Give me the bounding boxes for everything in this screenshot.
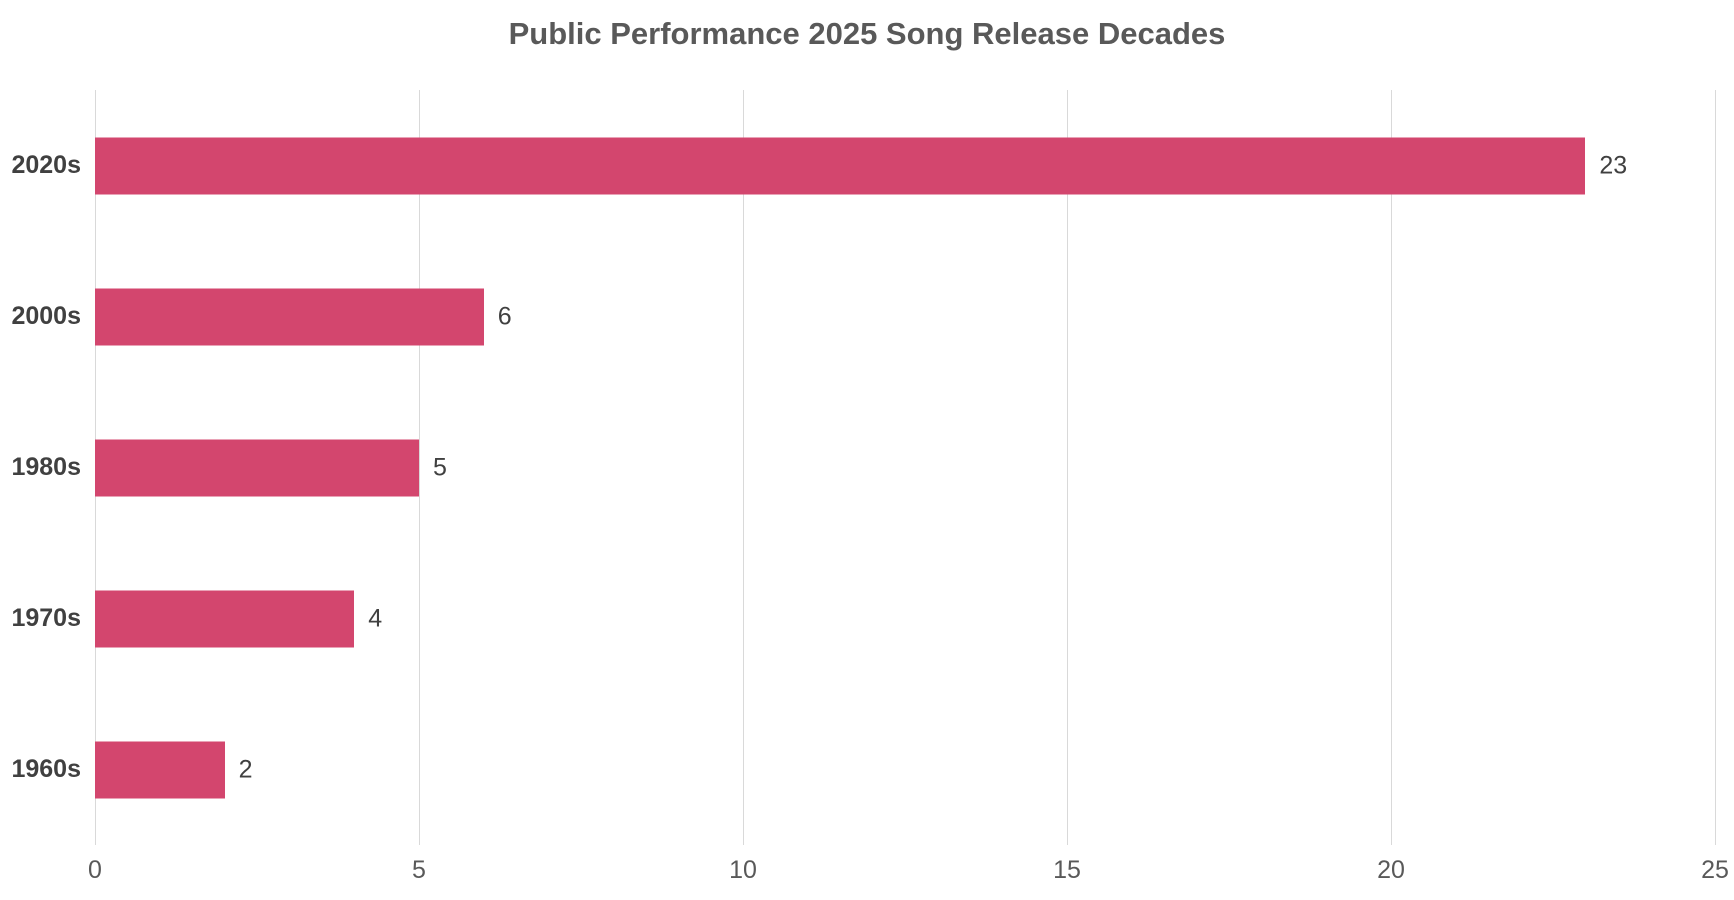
x-tick-label: 25 bbox=[1701, 856, 1729, 884]
x-tick-label: 15 bbox=[1053, 856, 1081, 884]
bar-row: 4 bbox=[95, 543, 1715, 694]
bar-row: 5 bbox=[95, 392, 1715, 543]
x-tick-label: 10 bbox=[729, 856, 757, 884]
category-label: 1960s bbox=[11, 755, 81, 783]
bar bbox=[95, 590, 355, 647]
plot-area: 23 6 5 4 2 bbox=[95, 90, 1716, 845]
bar bbox=[95, 288, 484, 345]
bar bbox=[95, 137, 1586, 194]
bar-row: 2 bbox=[95, 694, 1715, 845]
gridline bbox=[1067, 90, 1068, 845]
category-label: 2020s bbox=[11, 151, 81, 179]
y-axis-category-labels: 2020s 2000s 1980s 1970s 1960s bbox=[0, 90, 81, 845]
gridline bbox=[419, 90, 420, 845]
category-label: 2000s bbox=[11, 302, 81, 330]
category-label: 1970s bbox=[11, 604, 81, 632]
x-tick-label: 0 bbox=[88, 856, 102, 884]
bar bbox=[95, 439, 419, 496]
value-label: 5 bbox=[433, 453, 447, 481]
x-tick-label: 5 bbox=[412, 856, 426, 884]
value-label: 6 bbox=[497, 302, 512, 330]
x-tick-label: 20 bbox=[1377, 856, 1405, 884]
gridline bbox=[1715, 90, 1716, 845]
bar bbox=[95, 741, 225, 798]
gridline bbox=[743, 90, 744, 845]
category-label: 1980s bbox=[11, 453, 81, 481]
bar-row: 6 bbox=[95, 241, 1715, 392]
gridline bbox=[1391, 90, 1392, 845]
value-label: 2 bbox=[238, 755, 253, 783]
value-label: 23 bbox=[1599, 151, 1628, 179]
chart-title: Public Performance 2025 Song Release Dec… bbox=[508, 16, 1226, 51]
x-axis-tick-labels: 0 5 10 15 20 25 bbox=[88, 856, 1729, 890]
value-label: 4 bbox=[368, 604, 383, 632]
bar-row: 23 bbox=[95, 90, 1715, 241]
